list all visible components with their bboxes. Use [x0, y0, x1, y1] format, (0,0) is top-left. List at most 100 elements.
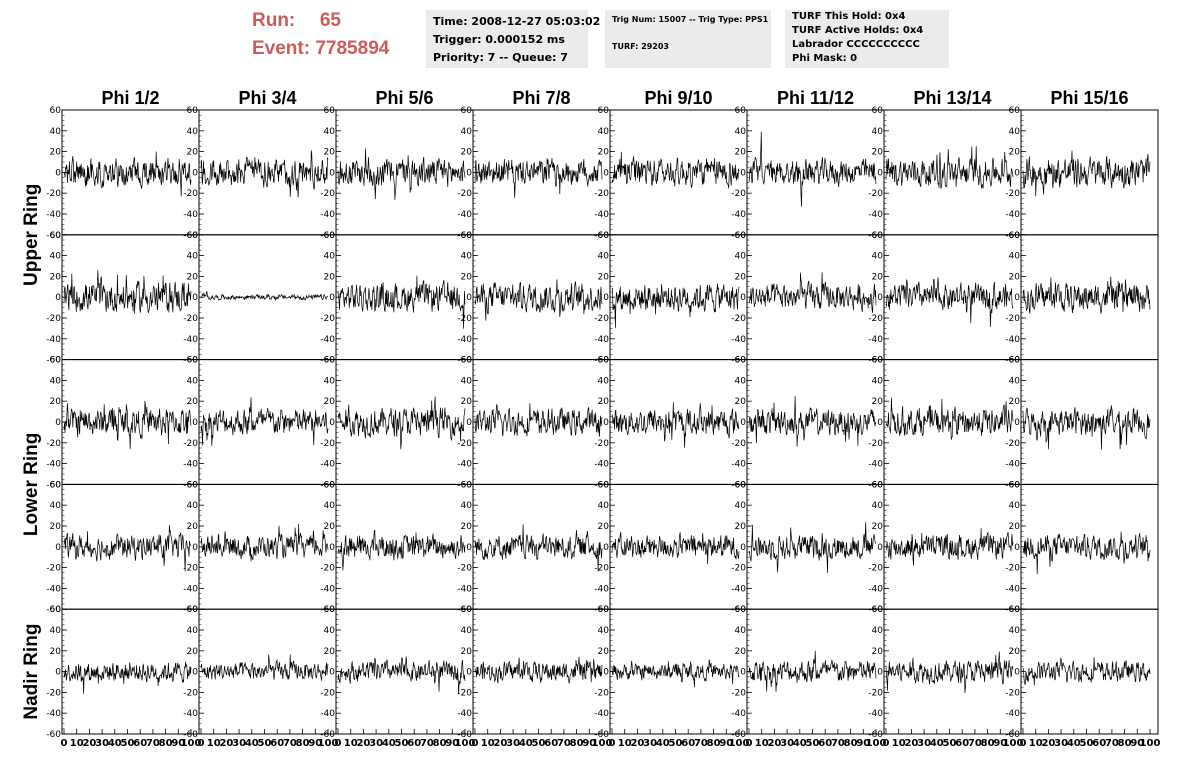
waveform-trace: [63, 270, 192, 314]
waveform-trace: [1022, 405, 1151, 450]
panel-frame: [472, 234, 611, 361]
waveform-trace: [885, 528, 1014, 566]
y-tick-label: 20: [598, 397, 610, 407]
x-tick-label: 90: [993, 738, 1007, 749]
y-tick-label: 60: [1009, 605, 1021, 615]
y-tick-label: 60: [187, 356, 199, 366]
trigger-line: Trigger: 0.000152 ms: [433, 33, 565, 46]
y-tick-label: -40: [594, 210, 609, 220]
y-tick-label: -60: [320, 480, 335, 490]
y-tick-label: 40: [461, 252, 473, 262]
run-event-panel: Run: 65 Event: 7785894: [252, 10, 422, 66]
panel-frame: [335, 359, 474, 485]
y-tick-label: -20: [731, 314, 746, 324]
x-tick-label: 60: [955, 738, 969, 749]
y-tick-label: -40: [868, 709, 883, 719]
x-tick-label: 50: [806, 738, 820, 749]
y-tick-label: -20: [183, 189, 198, 199]
x-tick-label: 40: [245, 738, 259, 749]
y-tick-label: 20: [324, 148, 336, 158]
y-tick-label: -60: [183, 480, 198, 490]
x-tick-label: 30: [95, 738, 109, 749]
panel-frame: [198, 359, 337, 485]
time-line: Time: 2008-12-27 05:03:02: [433, 15, 601, 28]
event-value: 7785894: [315, 38, 390, 59]
y-tick-label: 0: [740, 168, 746, 178]
y-tick-label: 0: [466, 668, 472, 678]
y-tick-label: -40: [457, 335, 472, 345]
waveform-trace: [474, 656, 603, 684]
y-tick-label: 0: [192, 168, 198, 178]
y-tick-label: 20: [461, 148, 473, 158]
y-tick-label: -20: [46, 564, 61, 574]
y-tick-label: -60: [457, 356, 472, 366]
time-info-panel: Time: 2008-12-27 05:03:02 Trigger: 0.000…: [426, 10, 600, 68]
y-tick-label: -40: [731, 210, 746, 220]
y-tick-label: 20: [735, 522, 747, 532]
y-tick-label: -60: [868, 605, 883, 615]
x-tick-label: 10: [481, 738, 495, 749]
y-tick-label: -40: [46, 460, 61, 470]
y-tick-label: -40: [183, 210, 198, 220]
waveform-trace: [337, 148, 466, 200]
waveform-trace: [748, 522, 877, 573]
ring-title: Upper Ring: [21, 184, 42, 286]
y-tick-label: -20: [868, 688, 883, 698]
y-tick-label: 60: [872, 480, 884, 490]
y-tick-label: -60: [320, 231, 335, 241]
y-tick-label: 60: [1009, 231, 1021, 241]
y-tick-label: 20: [872, 272, 884, 282]
x-tick-label: 50: [121, 738, 135, 749]
y-tick-label: -40: [1005, 584, 1020, 594]
y-tick-label: 40: [187, 252, 199, 262]
x-tick-label: 0: [335, 738, 342, 749]
waveform-trace: [611, 283, 740, 329]
y-tick-label: 40: [50, 252, 62, 262]
y-tick-label: -20: [731, 564, 746, 574]
y-tick-label: -60: [457, 730, 472, 740]
y-tick-label: 20: [461, 647, 473, 657]
y-tick-label: -60: [46, 231, 61, 241]
turf-active-line: TURF Active Holds: 0x4: [792, 25, 924, 36]
y-tick-label: 60: [50, 605, 62, 615]
x-tick-label: 70: [557, 738, 571, 749]
y-tick-label: -20: [183, 439, 198, 449]
y-tick-label: 60: [461, 106, 473, 116]
event-label: Event:: [252, 38, 311, 59]
y-tick-label: 20: [735, 647, 747, 657]
y-tick-label: -20: [46, 314, 61, 324]
y-tick-label: 20: [50, 272, 62, 282]
y-tick-label: 60: [598, 480, 610, 490]
y-tick-label: -40: [183, 460, 198, 470]
y-tick-label: -20: [594, 564, 609, 574]
y-tick-label: -60: [457, 480, 472, 490]
y-tick-label: -60: [46, 730, 61, 740]
x-tick-label: 60: [1092, 738, 1106, 749]
y-tick-label: 60: [598, 106, 610, 116]
y-tick-label: 40: [324, 501, 336, 511]
waveform-trace: [200, 654, 329, 681]
y-tick-label: -40: [46, 335, 61, 345]
y-tick-label: -60: [594, 730, 609, 740]
y-tick-label: 40: [598, 252, 610, 262]
y-tick-label: -40: [183, 584, 198, 594]
y-tick-label: 60: [735, 480, 747, 490]
y-tick-label: 40: [872, 626, 884, 636]
y-tick-label: 0: [192, 543, 198, 553]
y-tick-label: 20: [735, 397, 747, 407]
x-tick-label: 60: [270, 738, 284, 749]
y-tick-label: 0: [466, 418, 472, 428]
y-tick-label: -60: [46, 356, 61, 366]
y-tick-label: 20: [50, 148, 62, 158]
x-tick-label: 10: [618, 738, 632, 749]
x-tick-label: 90: [308, 738, 322, 749]
x-tick-label: 20: [356, 738, 370, 749]
x-tick-label: 50: [532, 738, 546, 749]
y-tick-label: 20: [1009, 148, 1021, 158]
y-tick-label: 60: [461, 480, 473, 490]
waveform-trace: [611, 659, 740, 688]
y-tick-label: 0: [1014, 168, 1020, 178]
y-tick-label: 0: [192, 418, 198, 428]
y-tick-label: 0: [192, 293, 198, 303]
y-tick-label: 0: [603, 418, 609, 428]
